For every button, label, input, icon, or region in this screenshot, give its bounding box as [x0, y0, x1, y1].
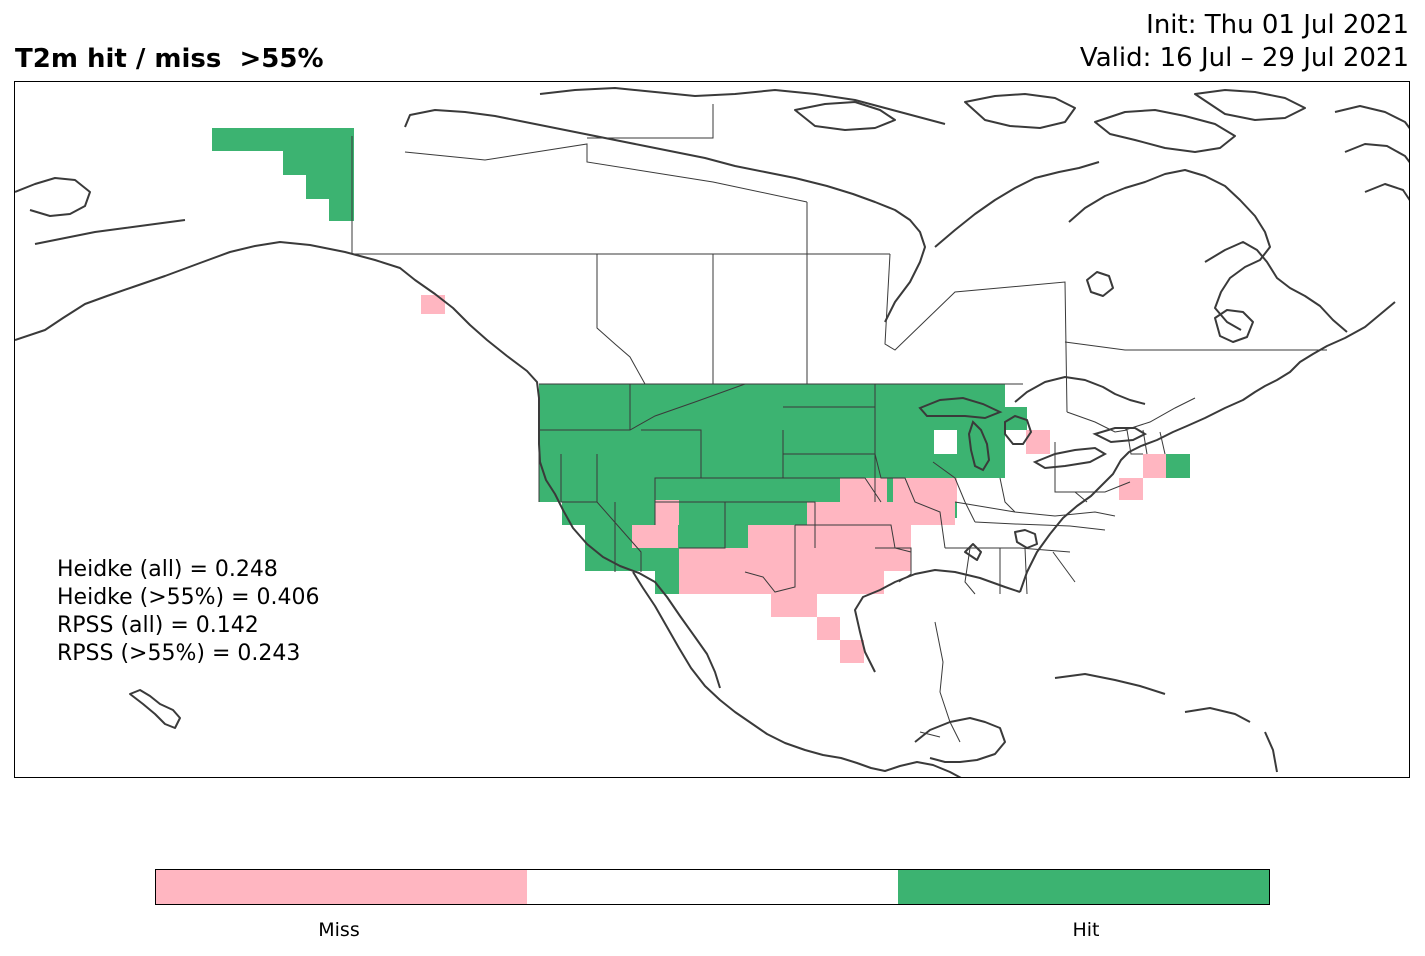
lake-gap-cell: [934, 430, 957, 454]
colorbar-miss-label: Miss: [318, 919, 360, 941]
great-lakes: [918, 396, 1148, 472]
map-canvas: [15, 87, 1409, 777]
map-panel: [14, 81, 1410, 778]
alaska-miss-cell: [421, 295, 445, 314]
init-date: Init: Thu 01 Jul 2021: [1146, 10, 1409, 40]
rpss-55-score: RPSS (>55%) = 0.243: [57, 641, 301, 666]
political-borders: [351, 104, 1327, 743]
alaska-hit-cells: [212, 128, 354, 221]
colorbar-neutral-segment: [527, 870, 898, 904]
score-box: Heidke (all) = 0.248 Heidke (>55%) = 0.4…: [57, 556, 320, 668]
western-state-borders: [538, 430, 616, 572]
colorbar-hit-label: Hit: [1072, 919, 1100, 941]
conus-miss-cells: [632, 430, 1166, 663]
colorbar-miss-segment: [156, 870, 527, 904]
heidke-55-score: Heidke (>55%) = 0.406: [57, 585, 320, 610]
colorbar-hit-segment: [898, 870, 1269, 904]
colorbar: [155, 869, 1270, 905]
map-title: T2m hit / miss >55%: [15, 44, 324, 74]
heidke-all-score: Heidke (all) = 0.248: [57, 557, 278, 582]
conus-hit-cells: [539, 384, 1190, 594]
coastlines: [15, 87, 1409, 777]
rpss-all-score: RPSS (all) = 0.142: [57, 613, 259, 638]
valid-period: Valid: 16 Jul – 29 Jul 2021: [1079, 43, 1409, 73]
